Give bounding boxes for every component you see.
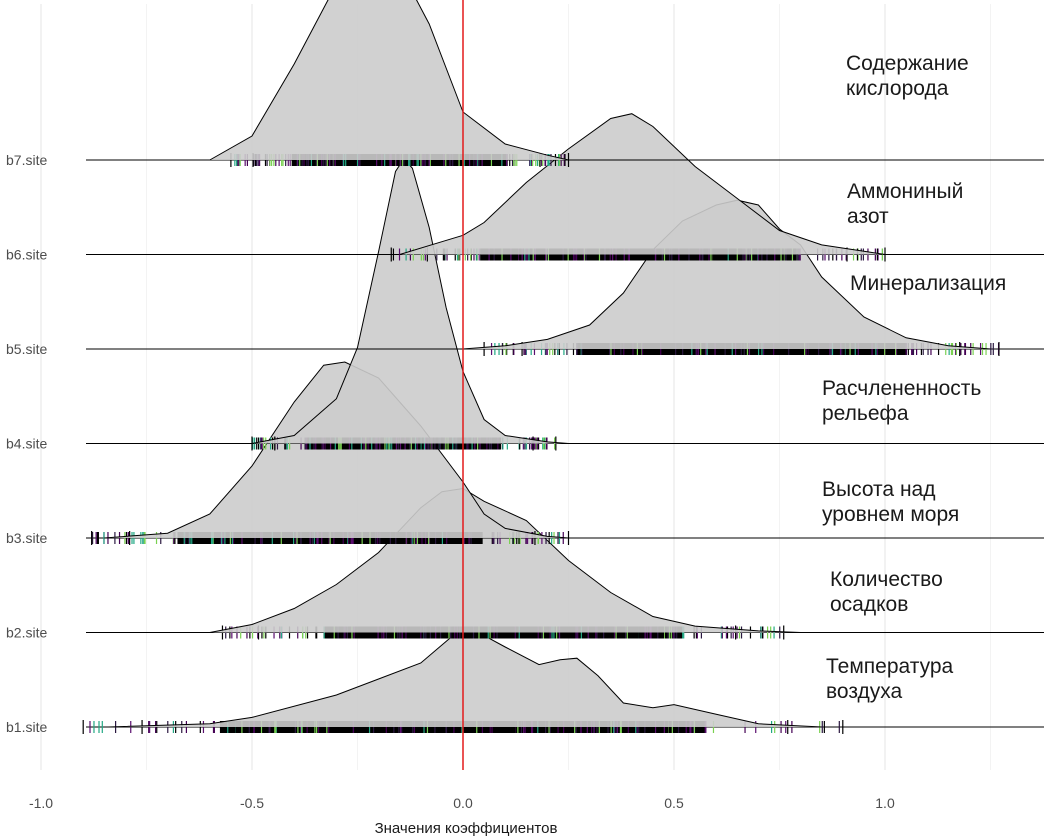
density-area bbox=[252, 158, 569, 444]
x-axis-ticks: -1.0 -0.5 0.0 0.5 1.0 bbox=[29, 795, 895, 811]
series-annotation: Аммониный азот bbox=[847, 180, 963, 228]
density-outline bbox=[209, 0, 569, 161]
ridge-b4.site bbox=[86, 157, 1044, 451]
annotation-line: Температура bbox=[826, 655, 954, 678]
annotation-line: уровнем моря bbox=[822, 503, 959, 526]
annotation-line: Содержание bbox=[846, 52, 969, 75]
y-label-b7.site: b7.site bbox=[6, 152, 47, 168]
series-annotation: Температура воздуха bbox=[826, 655, 954, 703]
y-label-b3.site: b3.site bbox=[6, 530, 47, 546]
series-annotation: Количество осадков bbox=[830, 568, 943, 616]
density-area bbox=[104, 362, 569, 538]
ridge-b6.site bbox=[86, 113, 1044, 262]
density-outline bbox=[399, 113, 886, 255]
annotation-line: рельефа bbox=[822, 402, 909, 425]
density-area bbox=[108, 631, 822, 727]
annotation-line: воздуха bbox=[826, 680, 903, 703]
series-annotation: Расчлененность рельефа bbox=[822, 377, 981, 425]
annotation-line: азот bbox=[847, 205, 889, 228]
density-area bbox=[463, 200, 991, 349]
density-outline bbox=[108, 630, 822, 728]
density-area bbox=[399, 113, 885, 255]
density-outline bbox=[251, 157, 569, 444]
density-area bbox=[209, 0, 569, 160]
ridge-b5.site bbox=[86, 199, 1044, 356]
y-label-b6.site: b6.site bbox=[6, 247, 47, 263]
series-annotation: Минерализация bbox=[850, 272, 1006, 295]
y-axis-labels: b1.site b2.site b3.site b4.site b5.site b6.si… bbox=[6, 152, 47, 735]
y-label-b4.site: b4.site bbox=[6, 436, 47, 452]
annotation-line: осадков bbox=[830, 593, 908, 616]
annotation-line: Количество bbox=[830, 568, 943, 591]
x-tick-label: 1.0 bbox=[875, 795, 895, 811]
annotation-line: Расчлененность bbox=[822, 377, 981, 400]
x-tick-label: 0.0 bbox=[453, 795, 473, 811]
annotation-line: Аммониный bbox=[847, 180, 963, 203]
x-tick-label: -0.5 bbox=[240, 795, 264, 811]
y-label-b2.site: b2.site bbox=[6, 625, 47, 641]
annotation-line: кислорода bbox=[846, 77, 949, 100]
ridge-b3.site bbox=[86, 361, 1044, 545]
x-tick-label: -1.0 bbox=[29, 795, 53, 811]
series-annotation: Содержание кислорода bbox=[846, 52, 969, 100]
ridges bbox=[82, 0, 1044, 734]
y-label-b5.site: b5.site bbox=[6, 341, 47, 357]
series-annotations: Температура воздуха Количество осадков Высот… bbox=[822, 52, 1006, 703]
density-area bbox=[209, 488, 801, 633]
density-outline bbox=[209, 487, 801, 633]
y-label-b1.site: b1.site bbox=[6, 719, 47, 735]
ridge-b7.site bbox=[86, 0, 1044, 167]
ridge-b2.site bbox=[86, 487, 1044, 640]
annotation-line: Высота над bbox=[822, 478, 935, 501]
series-annotation: Высота над уровнем моря bbox=[822, 478, 959, 526]
annotation-line: Минерализация bbox=[850, 272, 1006, 295]
x-tick-label: 0.5 bbox=[664, 795, 684, 811]
x-axis-title: Значения коэффициентов bbox=[375, 820, 558, 837]
